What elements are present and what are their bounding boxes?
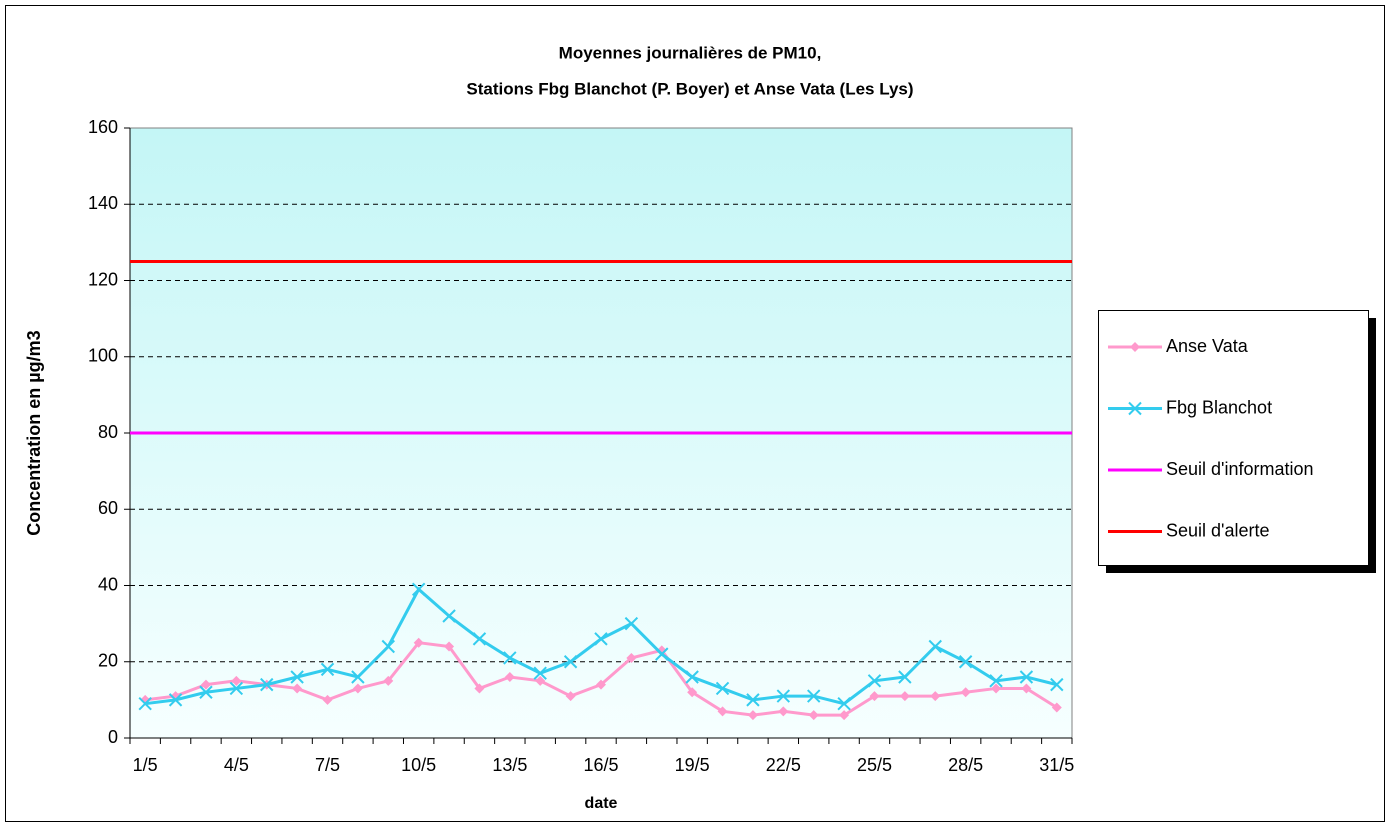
- data-point: [292, 683, 303, 694]
- data-point: [138, 696, 152, 711]
- data-point: [199, 685, 213, 699]
- data-point: [1051, 702, 1062, 713]
- data-point: [229, 681, 244, 696]
- y-tick-label: 100: [88, 346, 118, 366]
- data-point: [351, 670, 365, 684]
- data-point: [594, 632, 608, 646]
- data-point: [381, 639, 395, 654]
- x-tick-label: 22/5: [766, 755, 801, 775]
- y-tick-label: 0: [108, 727, 118, 747]
- data-point: [624, 616, 639, 631]
- x-axis-label: date: [585, 795, 618, 812]
- data-point: [411, 582, 426, 597]
- data-point: [322, 694, 333, 705]
- data-point: [930, 691, 941, 702]
- data-point: [290, 670, 304, 684]
- y-tick-label: 60: [98, 498, 118, 518]
- x-tick-label: 4/5: [224, 755, 249, 775]
- data-point: [1019, 670, 1034, 684]
- data-point: [168, 693, 183, 707]
- data-point: [565, 691, 576, 702]
- data-point: [260, 677, 274, 692]
- data-point: [383, 675, 394, 686]
- data-point: [533, 666, 547, 680]
- chart-subtitle: Stations Fbg Blanchot (P. Boyer) et Anse…: [466, 79, 913, 98]
- data-point: [655, 647, 669, 661]
- x-tick-label: 13/5: [492, 755, 527, 775]
- data-point: [535, 675, 546, 686]
- data-point: [837, 696, 851, 711]
- x-tick-label: 19/5: [675, 755, 710, 775]
- data-point: [685, 670, 699, 684]
- data-point: [808, 710, 819, 721]
- data-point: [807, 689, 821, 703]
- y-tick-label: 40: [98, 574, 118, 594]
- data-point: [839, 710, 850, 721]
- data-point: [413, 637, 424, 648]
- legend-label: Seuil d'information: [1166, 459, 1314, 479]
- data-point: [231, 675, 242, 686]
- data-point: [596, 679, 606, 690]
- data-point: [899, 691, 910, 702]
- data-point: [715, 681, 730, 696]
- y-axis-label: Concentration en µg/m3: [24, 330, 44, 535]
- data-point: [958, 655, 973, 669]
- data-point: [504, 672, 515, 682]
- data-point: [474, 683, 485, 694]
- data-point: [503, 651, 517, 665]
- data-point: [1050, 677, 1064, 692]
- y-tick-label: 160: [88, 117, 118, 137]
- data-point: [746, 693, 760, 707]
- legend: [1098, 310, 1369, 566]
- y-tick-label: 80: [98, 422, 118, 442]
- y-tick-label: 140: [88, 193, 118, 213]
- data-point: [991, 683, 1002, 694]
- x-tick-label: 7/5: [315, 755, 340, 775]
- x-tick-label: 10/5: [401, 755, 436, 775]
- data-point: [989, 674, 1003, 688]
- legend-label: Seuil d'alerte: [1166, 520, 1270, 540]
- data-point: [320, 662, 335, 677]
- data-point: [928, 639, 942, 654]
- x-tick-label: 31/5: [1039, 755, 1074, 775]
- legend-marker: [1128, 401, 1142, 416]
- data-point: [778, 706, 789, 717]
- data-point: [869, 691, 880, 702]
- data-point: [867, 674, 882, 688]
- data-point: [717, 706, 728, 717]
- data-point: [200, 679, 211, 690]
- data-point: [898, 670, 912, 684]
- data-point: [687, 687, 698, 698]
- legend-label: Anse Vata: [1166, 336, 1249, 356]
- data-point: [444, 641, 455, 652]
- data-point: [472, 632, 487, 646]
- x-tick-label: 16/5: [583, 755, 618, 775]
- x-tick-label: 28/5: [948, 755, 983, 775]
- data-point: [747, 710, 758, 721]
- legend-marker: [1130, 342, 1140, 352]
- y-tick-label: 20: [98, 651, 118, 671]
- data-point: [352, 683, 363, 694]
- x-tick-label: 1/5: [133, 755, 158, 775]
- data-point: [776, 689, 791, 703]
- y-tick-label: 120: [88, 269, 118, 289]
- x-tick-label: 25/5: [857, 755, 892, 775]
- data-point: [960, 687, 971, 698]
- data-point: [563, 655, 578, 669]
- data-point: [626, 652, 637, 663]
- legend-label: Fbg Blanchot: [1166, 397, 1272, 417]
- data-point: [1021, 683, 1032, 694]
- data-point: [442, 609, 456, 623]
- chart-title: Moyennes journalières de PM10,: [559, 43, 822, 62]
